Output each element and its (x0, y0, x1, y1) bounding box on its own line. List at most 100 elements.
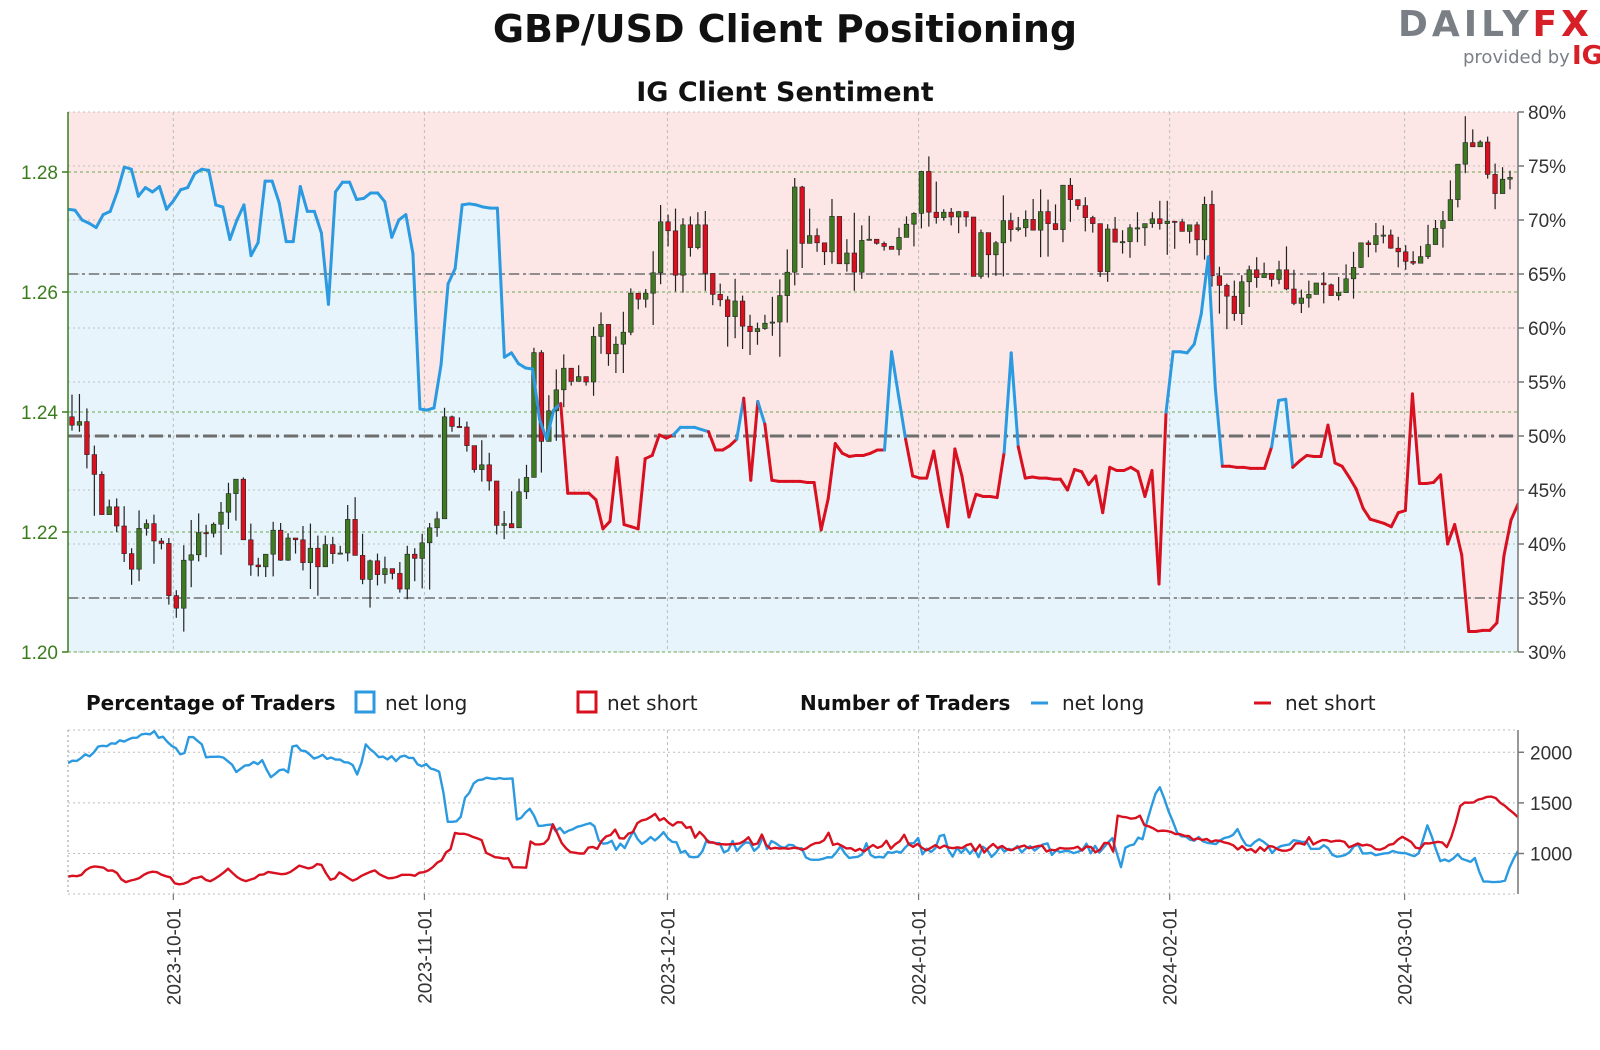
sentiment-line-segment (671, 425, 682, 437)
candle-body (605, 324, 612, 355)
candle-body (1090, 217, 1096, 224)
candle-body (620, 331, 626, 345)
trader-count-panel: 1000 1500 2000 (67, 729, 1572, 895)
logo-ig-text: IG (1572, 41, 1600, 71)
date-tick-label: 2024-03-01 (1396, 908, 1417, 1005)
candle-body (985, 232, 992, 256)
candle-body (121, 525, 127, 554)
candle-body (1261, 273, 1267, 278)
sentiment-line-segment (946, 447, 957, 529)
candle-body (255, 564, 261, 568)
candle-body (508, 523, 515, 529)
sentiment-line-segment (742, 396, 753, 482)
count-tick-label: 1000 (1530, 845, 1572, 866)
sentiment-line-segment (1058, 477, 1070, 492)
sentiment-line-segment (1157, 410, 1168, 586)
candle-body (330, 544, 336, 554)
date-tick-label: 2024-02-01 (1161, 908, 1182, 1005)
candle-body (665, 221, 671, 232)
candle-body (799, 186, 805, 244)
sentiment-line-segment (1403, 392, 1414, 513)
candle-body (1067, 184, 1074, 200)
sentiment-line-segment (1446, 523, 1457, 546)
sentiment-line-segment (1009, 351, 1020, 449)
candle-body (1283, 269, 1290, 290)
candle-body (531, 352, 537, 478)
sentiment-line-segment (531, 367, 542, 422)
candle-body (538, 352, 545, 442)
bottom-axes: 1000 1500 2000 (67, 730, 1572, 894)
sentiment-line-segment (1439, 473, 1450, 546)
legend-pct-title: Percentage of Traders (86, 691, 336, 715)
candle-body (941, 211, 947, 218)
dailyfx-logo: DAILYFX provided by IG (1398, 4, 1600, 71)
candle-body (106, 506, 112, 515)
candle-body (501, 523, 507, 526)
candle-body (143, 523, 150, 529)
candle-body (881, 243, 887, 247)
sentiment-line-segment (1016, 445, 1027, 480)
candle-body (903, 223, 910, 238)
candle-body (1112, 228, 1118, 243)
candle-body (836, 216, 843, 265)
price-tick-label: 1.20 (21, 643, 58, 664)
candle-body (739, 300, 746, 327)
candle-body (568, 367, 574, 382)
candle-body (337, 552, 343, 555)
candle-body (1246, 269, 1252, 283)
sentiment-line-segment (1080, 470, 1091, 487)
candle-body (114, 506, 120, 527)
candle-body (1350, 267, 1357, 280)
candle-body (1157, 218, 1163, 224)
sentiment-line-segment (1410, 392, 1421, 486)
sentiment-line-segment (1002, 351, 1013, 454)
candle-body (516, 491, 522, 529)
logo-provided-text: provided by (1463, 47, 1570, 68)
sentiment-line-segment (1326, 423, 1337, 465)
candle-body (240, 478, 246, 541)
candle-body (829, 216, 835, 253)
sentiment-line-segment (228, 218, 239, 241)
candle-body (1395, 247, 1401, 253)
sentiment-line-segment (221, 205, 232, 241)
candle-body (427, 527, 433, 544)
sentiment-line-segment (1101, 465, 1112, 515)
candle-body (1276, 269, 1282, 280)
candle-body (784, 271, 790, 296)
count-tick-label: 2000 (1530, 743, 1572, 764)
candle-body (218, 511, 224, 525)
sentiment-line-segment (158, 185, 169, 211)
sentiment-line-segment (256, 179, 267, 245)
sentiment-line-segment (615, 456, 626, 527)
sentiment-line-segment (1340, 464, 1351, 479)
sentiment-line-segment (432, 363, 443, 410)
candle-body (1447, 199, 1454, 221)
sentiment-line-segment (348, 180, 359, 201)
pct-tick-label: 60% (1528, 319, 1566, 340)
candle-body (1313, 282, 1319, 295)
sentiment-line-segment (650, 433, 661, 457)
candle-body (1082, 205, 1088, 218)
sentiment-line-segment (728, 437, 739, 448)
sentiment-line-segment (277, 201, 288, 244)
candle-body (1201, 204, 1208, 241)
candle-body (464, 426, 470, 446)
candle-body (1037, 211, 1044, 231)
candlestick-layer (69, 116, 1513, 632)
candle-body (747, 325, 753, 332)
sentiment-line-segment (735, 396, 746, 441)
pct-tick-label: 45% (1528, 481, 1566, 502)
candle-body (1254, 269, 1260, 278)
candle-body (583, 376, 589, 383)
candle-body (1216, 275, 1223, 286)
chart-subtitle: IG Client Sentiment (636, 77, 934, 108)
candle-body (479, 464, 485, 470)
sentiment-line-segment (495, 206, 506, 359)
candle-body (553, 389, 559, 412)
sentiment-line-segment (165, 199, 176, 211)
net-long-percentage-line (68, 165, 1518, 633)
candle-body (158, 540, 165, 544)
sentiment-line-segment (1270, 398, 1281, 449)
sentiment-line-segment (749, 399, 760, 482)
bottom-grid-lines (68, 729, 1518, 895)
